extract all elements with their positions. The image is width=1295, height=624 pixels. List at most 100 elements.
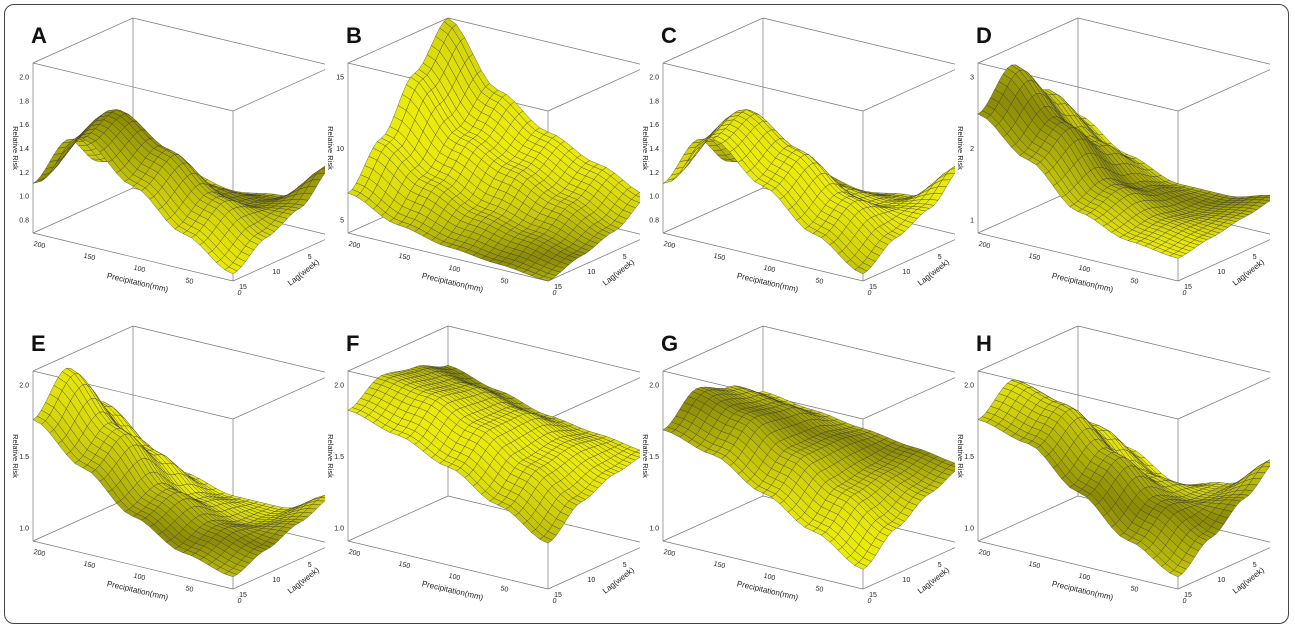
x-tick-label: 200 xyxy=(33,549,46,558)
x-axis-label: Precipitation(mm) xyxy=(421,579,484,602)
surface-facet xyxy=(635,449,640,454)
x-axis-label: Precipitation(mm) xyxy=(736,579,799,602)
box-edge xyxy=(862,547,955,590)
box-edge xyxy=(32,325,134,372)
x-tick-label: 0 xyxy=(237,598,242,606)
z-tick-label: 1.4 xyxy=(649,146,659,153)
x-tick-label: 150 xyxy=(398,561,411,570)
box-edge xyxy=(862,239,955,282)
x-axis-label: Precipitation(mm) xyxy=(106,579,169,602)
z-tick-label: 1.4 xyxy=(19,146,29,153)
x-tick-label: 200 xyxy=(978,241,991,250)
x-tick-label: 150 xyxy=(83,253,96,262)
x-tick-label: 100 xyxy=(1078,265,1091,274)
z-axis-label: Relative Risk xyxy=(956,434,965,478)
z-axis-label: Relative Risk xyxy=(641,434,650,478)
y-axis-label: Lag(week) xyxy=(1231,257,1266,287)
z-tick-label: 1.0 xyxy=(19,525,29,532)
x-tick-label: 50 xyxy=(500,585,509,594)
surface-facet xyxy=(1169,569,1183,578)
plot-box xyxy=(662,17,955,282)
surface-mesh xyxy=(347,17,640,282)
box-edge xyxy=(662,62,864,112)
surface-facet xyxy=(539,536,553,544)
x-tick-label: 150 xyxy=(1028,253,1041,262)
y-tick-label: 15 xyxy=(554,284,562,291)
z-tick-label: 1 xyxy=(970,217,974,224)
y-axis-label: Lag(week) xyxy=(1231,565,1266,595)
x-tick-label: 200 xyxy=(348,549,361,558)
surface-facet xyxy=(539,276,553,282)
y-tick-label: 5 xyxy=(308,254,312,261)
y-tick-label: 15 xyxy=(1184,284,1192,291)
panel-f: F 1.0 1.5 2.0 Relative Risk 200 150 100 50 0 Preci… xyxy=(320,313,640,613)
panel-e: E 1.0 1.5 2.0 Relative Risk 200 150 100 50 0 Preci… xyxy=(5,313,325,613)
x-axis-label: Precipitation(mm) xyxy=(106,271,169,294)
x-axis-label: Precipitation(mm) xyxy=(421,271,484,294)
y-tick-label: 15 xyxy=(239,592,247,599)
surface-mesh xyxy=(977,379,1270,578)
x-tick-label: 0 xyxy=(867,598,872,606)
z-tick-label: 1.2 xyxy=(649,170,659,177)
y-tick-label: 10 xyxy=(587,577,595,584)
z-tick-label: 10 xyxy=(336,146,344,153)
x-axis-label: Precipitation(mm) xyxy=(1051,271,1114,294)
y-tick-label: 10 xyxy=(902,577,910,584)
box-edge xyxy=(977,232,1179,282)
box-edge xyxy=(32,540,234,590)
box-edge xyxy=(132,325,325,373)
panel-h: H 1.0 1.5 2.0 Relative Risk 200 150 100 50 0 Preci… xyxy=(950,313,1270,613)
y-axis-label: Lag(week) xyxy=(601,565,636,595)
box-edge xyxy=(232,239,325,282)
y-tick-label: 5 xyxy=(308,562,312,569)
x-tick-label: 0 xyxy=(237,290,242,298)
z-tick-label: 1.6 xyxy=(19,122,29,129)
x-tick-label: 0 xyxy=(867,290,872,298)
x-axis-label: Precipitation(mm) xyxy=(736,271,799,294)
surface-mesh xyxy=(347,365,640,544)
surface-facet xyxy=(854,266,868,275)
box-edge xyxy=(347,540,549,590)
box-edge xyxy=(347,495,449,542)
z-tick-label: 2.0 xyxy=(649,383,659,390)
y-tick-label: 5 xyxy=(1253,562,1257,569)
box-edge xyxy=(977,540,1179,590)
y-axis-label: Lag(week) xyxy=(286,565,321,595)
box-edge xyxy=(447,17,640,65)
x-tick-label: 50 xyxy=(185,585,194,594)
z-tick-label: 2.0 xyxy=(19,75,29,82)
x-tick-label: 0 xyxy=(552,290,557,298)
box-edge xyxy=(977,370,1179,420)
z-tick-label: 2.0 xyxy=(649,75,659,82)
box-edge xyxy=(32,495,134,542)
y-axis-label: Lag(week) xyxy=(916,257,951,287)
x-tick-label: 200 xyxy=(348,241,361,250)
box-edge xyxy=(662,540,864,590)
box-edge xyxy=(32,17,134,64)
x-tick-label: 0 xyxy=(552,598,557,606)
x-tick-label: 100 xyxy=(1078,573,1091,582)
box-edge xyxy=(32,62,234,112)
panel-a: A 0.8 1.0 1.2 1.4 1.6 1.8 2.0 Relative Risk 200 15… xyxy=(5,5,325,305)
surface-facet xyxy=(224,571,238,578)
box-edge xyxy=(662,325,764,372)
panel-c: C 0.8 1.0 1.2 1.4 1.6 1.8 2.0 Relative Risk 200 15… xyxy=(635,5,955,305)
y-tick-label: 5 xyxy=(1253,254,1257,261)
z-axis-label: Relative Risk xyxy=(326,434,335,478)
z-tick-label: 1.5 xyxy=(649,454,659,461)
y-tick-label: 5 xyxy=(623,254,627,261)
panel-b: B 5 10 15 Relative Risk 200 150 100 50 0 Precipita… xyxy=(320,5,640,305)
box-edge xyxy=(862,377,955,420)
y-tick-label: 15 xyxy=(554,592,562,599)
box-edge xyxy=(347,232,549,282)
surface-mesh xyxy=(32,109,325,275)
x-tick-label: 100 xyxy=(133,573,146,582)
y-tick-label: 15 xyxy=(1184,592,1192,599)
box-edge xyxy=(232,69,325,112)
